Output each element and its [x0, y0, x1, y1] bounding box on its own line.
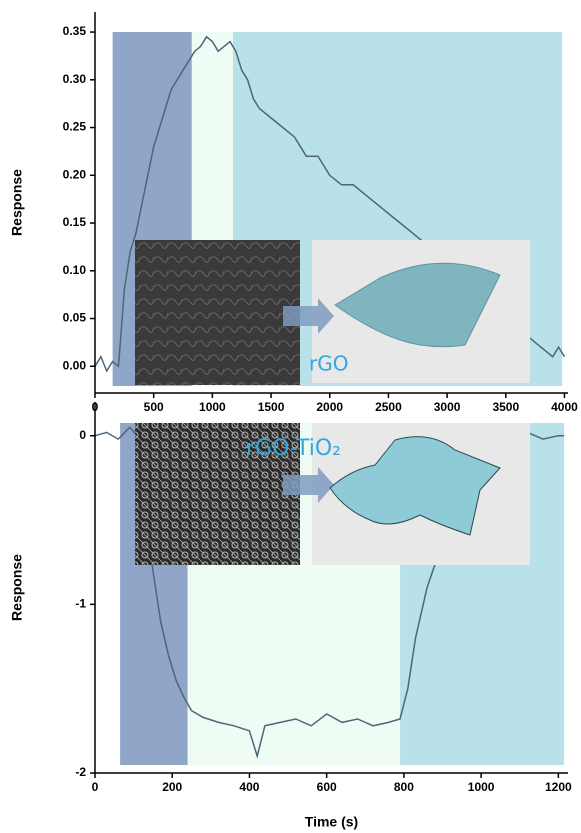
- arrow: [283, 298, 334, 334]
- sem-image: [135, 423, 300, 565]
- annotation: rGO-TiO₂: [246, 436, 341, 461]
- y-tick-label: 0.05: [63, 311, 87, 325]
- y-tick-label: 0.25: [63, 120, 87, 134]
- y-tick-label: 0: [79, 428, 86, 442]
- composite-model: [329, 436, 501, 536]
- y-axis-label: Response: [9, 169, 25, 236]
- y-axis-label: Response: [9, 554, 25, 621]
- x-tick-label: 3000: [434, 400, 461, 414]
- x-tick-label: 2500: [375, 400, 402, 414]
- y-tick-label: 0.30: [63, 72, 87, 86]
- y-tick-label: -1: [75, 597, 86, 611]
- x-tick-label: 3500: [492, 400, 519, 414]
- y-tick-label: 0.35: [63, 24, 87, 38]
- y-tick-label: 0.20: [63, 167, 87, 181]
- x-tick-label: 200: [162, 780, 182, 794]
- x-tick-label: 0: [92, 780, 99, 794]
- x-tick-label: 4000: [551, 400, 578, 414]
- annotation: rGO: [309, 352, 348, 376]
- arrow: [283, 467, 334, 503]
- x-tick-label: 1500: [258, 400, 285, 414]
- x-tick-label: 2000: [316, 400, 343, 414]
- axes: 050010001500200025003000350040000.000.05…: [9, 12, 578, 830]
- x-tick-label: 400: [239, 780, 259, 794]
- x-tick-label: 1000: [199, 400, 226, 414]
- x-tick-label: 800: [394, 780, 414, 794]
- x-tick-label: 1000: [468, 780, 495, 794]
- y-tick-label: 0.10: [63, 263, 87, 277]
- x-tick-label: 600: [317, 780, 337, 794]
- sem-image: [135, 240, 300, 385]
- x-tick-label: 1200: [545, 780, 572, 794]
- y-tick-label: 0.00: [63, 358, 87, 372]
- sheet-model: [334, 262, 501, 348]
- insets: [135, 240, 530, 565]
- y-tick-label: -2: [75, 765, 86, 779]
- x-axis-label: Time (s): [305, 814, 358, 830]
- x-tick-label: 500: [144, 400, 164, 414]
- y-tick-label: 0.15: [63, 215, 87, 229]
- regions: [112, 32, 565, 765]
